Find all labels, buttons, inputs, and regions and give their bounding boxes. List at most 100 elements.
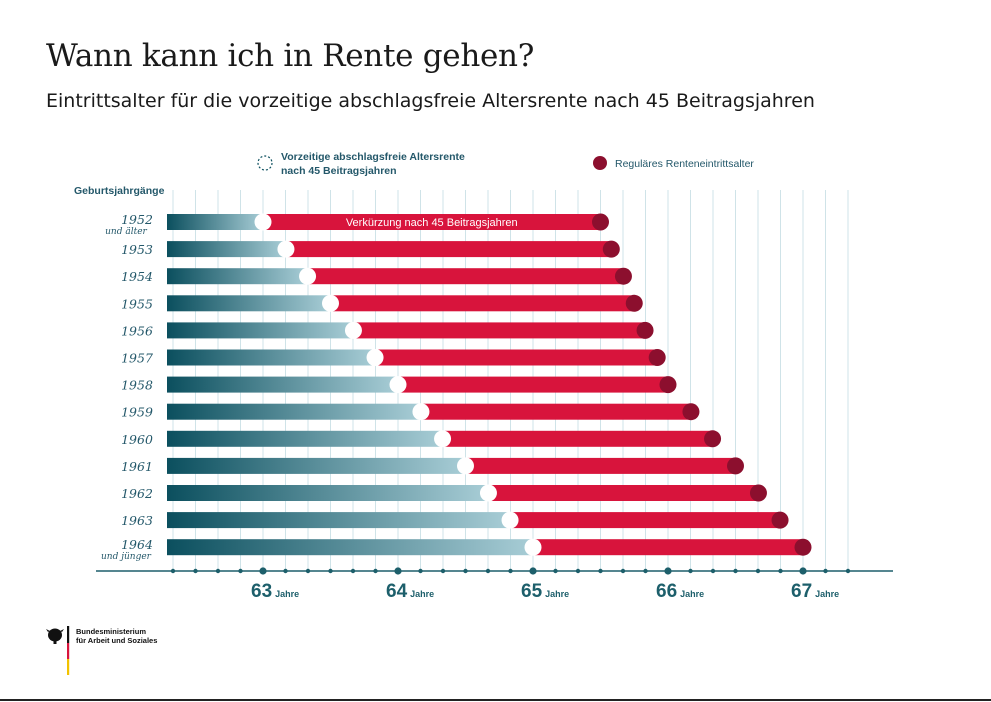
bar-row-1960: 1960 [121,430,722,448]
flag-bar-red [67,643,70,659]
regular-age-marker-1960 [704,430,722,448]
minor-tick [823,568,828,574]
bar-row-1955: 1955 [121,294,643,312]
y-label-1956: 1956 [121,323,153,338]
regular-age-marker-1956 [636,321,654,339]
bar-early-1962 [167,485,489,501]
x-tick-label-65: 65 Jahre [521,581,569,602]
bar-shortening-1961 [465,457,736,474]
legend-early-marker [257,155,273,171]
bar-early-1957 [167,349,376,366]
minor-tick [643,568,648,574]
bar-early-1955 [167,295,331,312]
legend-regular-marker [593,156,607,170]
bar-early-1954 [167,268,308,285]
minor-tick [305,568,311,574]
early-age-marker-1961 [457,457,474,475]
early-age-marker-1953 [277,240,295,258]
minor-tick [710,568,716,574]
minor-tick [328,568,333,574]
flag-bar-gold [67,659,70,675]
early-age-marker-1952 [254,213,272,231]
regular-age-marker-1955 [625,294,643,312]
y-sublabel-1952: und älter [105,227,147,237]
minor-tick [215,568,221,574]
bar-early-1958 [167,376,398,393]
bar-annotation: Verkürzung nach 45 Beitragsjahren [346,217,518,229]
minor-tick [463,568,468,574]
minor-tick [755,568,761,574]
y-label-1958: 1958 [121,378,153,393]
bar-shortening-1962 [488,485,759,501]
major-tick [664,567,672,575]
bar-early-1952 [167,214,263,230]
bar-shortening-1963 [510,512,781,529]
y-sublabel-1964: und jünger [101,552,152,562]
minor-tick [553,568,558,574]
bar-shortening-1959 [420,403,691,420]
x-tick-label-67: 67 Jahre [791,581,839,602]
minor-tick [350,568,356,574]
bar-shortening-1958 [398,376,668,393]
y-label-1962: 1962 [121,486,153,501]
bar-early-1959 [167,403,421,420]
bar-shortening-1953 [285,241,612,258]
regular-age-marker-1954 [614,267,632,285]
regular-age-marker-1953 [602,240,620,258]
minor-tick [778,568,783,574]
bar-early-1964 [167,539,533,556]
major-tick [394,567,402,575]
regular-age-marker-1952 [592,213,609,231]
y-label-1953: 1953 [121,242,153,257]
ministry-logo: Bundesministerium für Arbeit und Soziale… [46,626,186,676]
y-label-1960: 1960 [121,432,153,447]
minor-tick [733,568,738,574]
bar-shortening-1957 [375,349,658,366]
early-age-marker-1956 [344,321,362,339]
y-label-1963: 1963 [121,513,153,528]
minor-tick [508,568,513,574]
bar-early-1956 [167,322,354,339]
legend-regular-label: Reguläres Renteneintrittsalter [615,158,754,170]
y-label-1959: 1959 [121,405,153,420]
regular-age-marker-1957 [648,349,666,366]
early-age-marker-1962 [479,484,497,502]
bar-row-1954: 1954 [121,267,632,285]
bar-row-1963: 1963 [121,511,789,529]
regular-age-marker-1963 [771,511,789,529]
y-label-1955: 1955 [121,296,153,311]
bar-row-1962: 1962 [121,484,767,502]
bar-row-1959: 1959 [121,403,700,421]
y-label-1957: 1957 [121,351,153,366]
bar-shortening-1964 [533,539,803,556]
minor-tick [373,568,378,574]
bar-shortening-1954 [307,268,624,285]
minor-tick [238,568,243,574]
bar-shortening-1952 [263,214,601,230]
minor-tick [598,568,603,574]
early-age-marker-1960 [434,430,452,448]
y-label-1952: 1952 [121,212,153,227]
early-age-marker-1963 [501,511,519,529]
bar-early-1953 [167,241,286,258]
bar-shortening-1955 [330,295,635,312]
regular-age-marker-1962 [749,484,767,502]
minor-tick [485,568,491,574]
bar-row-1953: 1953 [121,240,620,258]
regular-age-marker-1964 [794,538,812,556]
chart-title: Wann kann ich in Rente gehen? [46,38,535,74]
minor-tick [440,568,446,574]
bar-early-1963 [167,512,511,529]
bar-shortening-1956 [353,322,646,339]
bar-early-1960 [167,430,443,447]
regular-age-marker-1959 [682,403,700,421]
minor-tick [575,568,581,574]
minor-tick [688,568,693,574]
logo-line-2: für Arbeit und Soziales [76,636,157,645]
bar-row-1958: 1958 [121,376,677,394]
bar-row-1956: 1956 [121,321,654,339]
x-tick-label-64: 64 Jahre [386,581,434,602]
